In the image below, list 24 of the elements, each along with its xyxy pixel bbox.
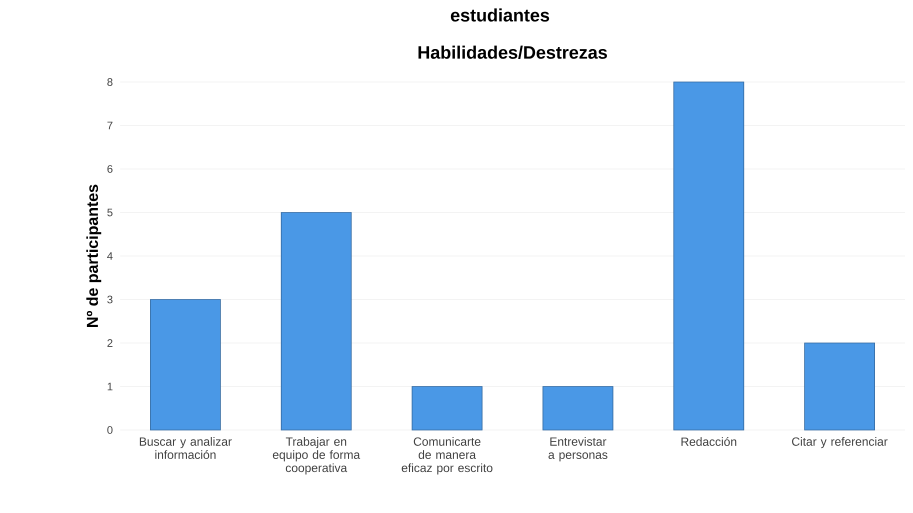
x-tick-label: Trabajar en equipo de forma cooperativa (272, 437, 360, 474)
bar (280, 212, 352, 430)
y-tick-label: 2 (107, 339, 112, 347)
y-tick-label: 8 (107, 78, 112, 86)
x-tick-label: Redacción (681, 437, 736, 446)
bar (804, 342, 875, 430)
bar (673, 82, 744, 430)
y-tick-label: 5 (107, 208, 112, 216)
x-tick-label: Buscar y analizar información (140, 437, 232, 459)
y-tick-label: 7 (107, 122, 112, 130)
x-tick-label: Entrevistar a personas (548, 437, 608, 462)
bar (150, 299, 221, 430)
chart-subtitle: Habilidades/Destrezas (418, 46, 607, 59)
y-tick-label: 4 (107, 252, 113, 260)
y-tick-label: 6 (107, 165, 112, 173)
y-tick-label: 1 (108, 382, 112, 390)
y-axis-title: Nº de participantes (86, 184, 102, 327)
chart-title: estudiantes (450, 8, 550, 22)
y-tick-label: 3 (107, 296, 112, 304)
bar (542, 386, 614, 430)
x-tick-label: Citar y referenciar (792, 437, 888, 448)
x-tick-label: Comunicarte de manera eficaz por escrito (402, 437, 492, 474)
bar (412, 386, 482, 430)
y-tick-label: 0 (107, 426, 113, 434)
